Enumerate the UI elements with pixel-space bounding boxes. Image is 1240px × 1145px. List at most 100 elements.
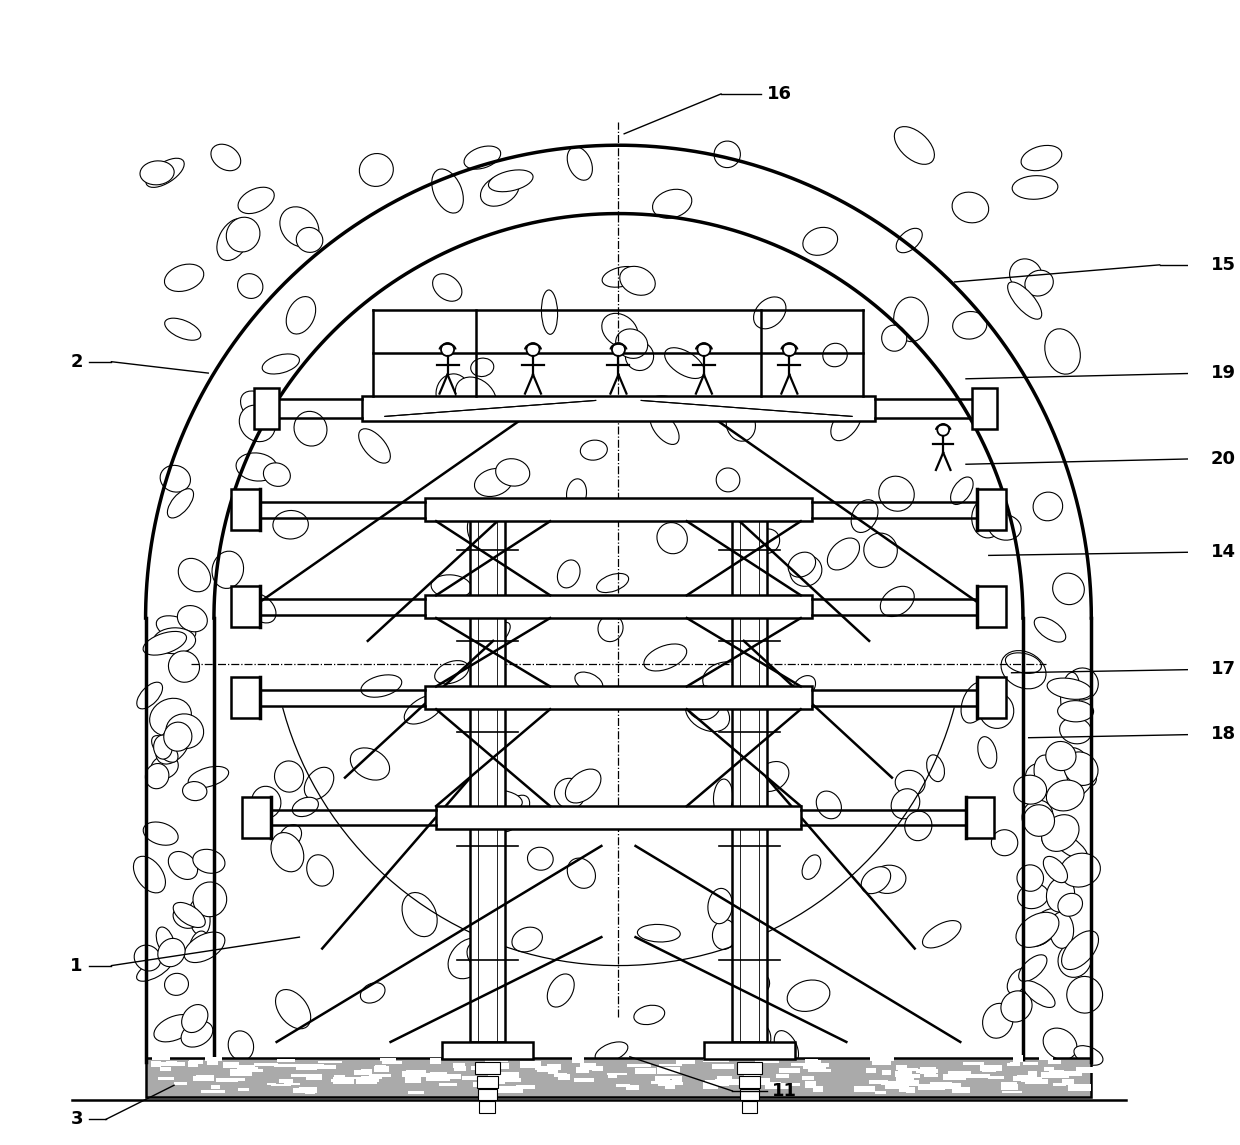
Polygon shape xyxy=(284,1083,300,1085)
Polygon shape xyxy=(766,1082,780,1088)
Polygon shape xyxy=(229,1069,252,1075)
Polygon shape xyxy=(238,1065,255,1071)
Ellipse shape xyxy=(1047,780,1084,811)
Ellipse shape xyxy=(169,852,197,879)
Polygon shape xyxy=(924,1074,937,1076)
Ellipse shape xyxy=(1045,742,1076,771)
Polygon shape xyxy=(869,1080,888,1083)
Polygon shape xyxy=(651,1081,672,1083)
Ellipse shape xyxy=(156,725,190,764)
Ellipse shape xyxy=(713,919,737,949)
Polygon shape xyxy=(703,1059,728,1063)
Ellipse shape xyxy=(228,1030,254,1060)
Ellipse shape xyxy=(246,593,277,623)
Ellipse shape xyxy=(432,575,471,599)
Ellipse shape xyxy=(306,855,334,886)
Polygon shape xyxy=(1009,1063,1021,1066)
Polygon shape xyxy=(658,1076,682,1079)
Ellipse shape xyxy=(480,175,520,206)
Ellipse shape xyxy=(166,713,203,749)
Ellipse shape xyxy=(879,476,914,511)
Ellipse shape xyxy=(972,498,1004,538)
Ellipse shape xyxy=(598,615,622,641)
Ellipse shape xyxy=(952,192,988,223)
Polygon shape xyxy=(972,388,997,429)
Ellipse shape xyxy=(165,264,203,292)
Ellipse shape xyxy=(361,674,402,697)
Ellipse shape xyxy=(467,942,502,974)
Ellipse shape xyxy=(1008,282,1042,319)
Ellipse shape xyxy=(296,228,322,252)
Ellipse shape xyxy=(1023,981,1055,1008)
Circle shape xyxy=(441,344,454,356)
Polygon shape xyxy=(361,1076,379,1082)
Ellipse shape xyxy=(238,274,263,299)
Ellipse shape xyxy=(1042,815,1079,852)
Polygon shape xyxy=(776,1074,789,1079)
Polygon shape xyxy=(1053,1083,1065,1085)
Ellipse shape xyxy=(1023,805,1054,836)
Polygon shape xyxy=(497,1087,517,1092)
Polygon shape xyxy=(802,1076,813,1080)
Polygon shape xyxy=(806,1063,828,1067)
Text: 18: 18 xyxy=(1211,725,1236,743)
Ellipse shape xyxy=(1047,678,1092,700)
Polygon shape xyxy=(430,1072,448,1077)
Polygon shape xyxy=(754,1079,770,1084)
Polygon shape xyxy=(941,1083,961,1089)
Polygon shape xyxy=(231,489,259,530)
Polygon shape xyxy=(805,1060,821,1065)
Polygon shape xyxy=(967,1074,991,1077)
Polygon shape xyxy=(223,1063,238,1067)
Ellipse shape xyxy=(708,889,733,924)
Polygon shape xyxy=(516,1085,536,1089)
Ellipse shape xyxy=(1009,259,1042,291)
Polygon shape xyxy=(215,214,1023,1059)
Polygon shape xyxy=(930,1083,945,1090)
Polygon shape xyxy=(205,1057,222,1060)
Polygon shape xyxy=(981,1065,1002,1072)
Ellipse shape xyxy=(580,440,608,460)
Polygon shape xyxy=(296,1064,317,1071)
Polygon shape xyxy=(813,1085,823,1092)
Polygon shape xyxy=(376,1065,386,1069)
Ellipse shape xyxy=(862,867,890,893)
Ellipse shape xyxy=(358,428,391,463)
Polygon shape xyxy=(425,498,812,521)
Polygon shape xyxy=(1056,1071,1076,1076)
Polygon shape xyxy=(361,1069,372,1075)
Polygon shape xyxy=(485,1057,508,1061)
Polygon shape xyxy=(1023,1063,1038,1065)
Polygon shape xyxy=(574,1079,594,1082)
Polygon shape xyxy=(474,1082,496,1088)
Polygon shape xyxy=(319,1060,342,1064)
Polygon shape xyxy=(966,797,994,838)
Polygon shape xyxy=(353,1071,367,1075)
Polygon shape xyxy=(1071,1084,1081,1090)
Ellipse shape xyxy=(360,153,393,187)
Polygon shape xyxy=(243,797,270,838)
Ellipse shape xyxy=(625,342,653,371)
Polygon shape xyxy=(479,1089,496,1100)
Ellipse shape xyxy=(188,900,210,935)
Ellipse shape xyxy=(156,616,196,641)
Polygon shape xyxy=(608,1074,618,1079)
Ellipse shape xyxy=(182,782,207,800)
Ellipse shape xyxy=(1001,990,1032,1022)
Ellipse shape xyxy=(167,489,193,518)
Polygon shape xyxy=(151,1061,161,1067)
Ellipse shape xyxy=(646,396,684,418)
Polygon shape xyxy=(977,489,1006,530)
Polygon shape xyxy=(166,1060,177,1065)
Ellipse shape xyxy=(164,722,192,751)
Ellipse shape xyxy=(1025,270,1053,297)
Polygon shape xyxy=(153,1057,170,1060)
Ellipse shape xyxy=(136,682,162,709)
Ellipse shape xyxy=(542,290,558,334)
Polygon shape xyxy=(427,1076,450,1081)
Ellipse shape xyxy=(154,735,172,759)
Ellipse shape xyxy=(165,318,201,340)
Polygon shape xyxy=(238,1088,249,1091)
Ellipse shape xyxy=(188,766,228,788)
Ellipse shape xyxy=(601,314,639,347)
